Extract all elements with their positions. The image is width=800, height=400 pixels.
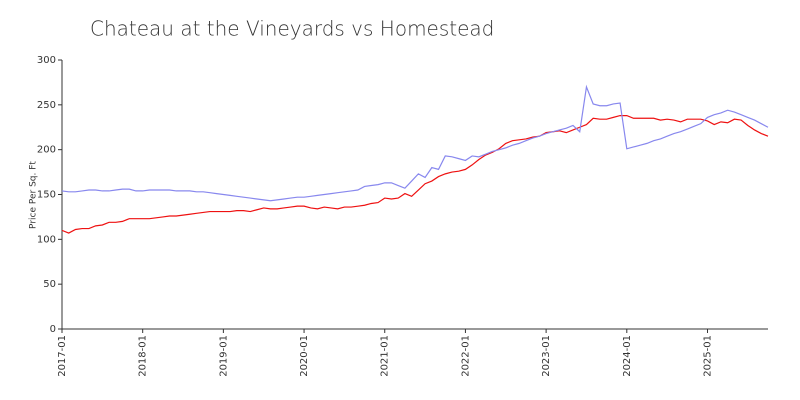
x-tick-label: 2020-01 <box>299 335 310 377</box>
x-tick-label: 2024-01 <box>622 335 633 377</box>
x-tick-label: 2018-01 <box>138 335 149 377</box>
y-tick-label: 300 <box>37 55 56 66</box>
x-tick-label: 2017-01 <box>57 335 68 377</box>
y-tick-label: 100 <box>37 234 56 245</box>
x-tick-label: 2023-01 <box>541 335 552 377</box>
y-tick-label: 50 <box>43 279 56 290</box>
y-tick-label: 250 <box>37 100 56 111</box>
x-tick-label: 2021-01 <box>380 335 391 377</box>
x-tick-label: 2025-01 <box>702 335 713 377</box>
y-axis-label: Price Per Sq. Ft <box>29 161 39 229</box>
x-tick-label: 2022-01 <box>460 335 471 377</box>
y-tick-label: 150 <box>37 190 56 201</box>
chart-title: Chateau at the Vineyards vs Homestead <box>90 17 494 41</box>
series-line <box>61 84 769 202</box>
series-line <box>61 114 769 234</box>
y-tick-label: 200 <box>37 145 56 156</box>
x-tick-label: 2019-01 <box>218 335 229 377</box>
y-tick-label: 0 <box>50 324 56 335</box>
